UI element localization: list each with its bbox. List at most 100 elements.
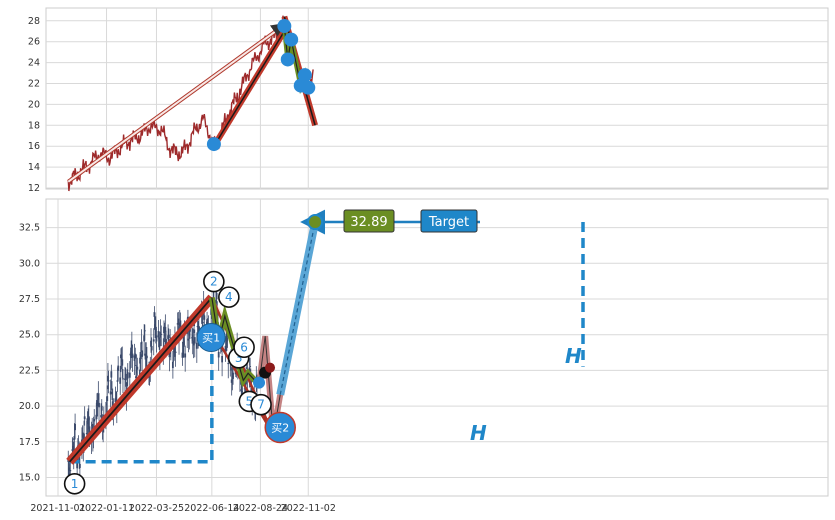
candle-body [243, 388, 246, 390]
overview-marker [301, 80, 316, 95]
candle-body [105, 403, 108, 406]
candle-body [126, 382, 128, 386]
y-tick-label: 20.0 [19, 401, 40, 412]
candle-body [119, 377, 122, 384]
candle-body [139, 354, 142, 360]
candle-body [130, 344, 133, 348]
candle-body [179, 320, 182, 327]
trend-core [213, 30, 285, 147]
y-tick-label: 18 [28, 120, 40, 131]
candle-body [78, 463, 81, 468]
wave-label-circle [218, 286, 240, 308]
candle-body [145, 355, 148, 359]
h-label-upper: H [565, 344, 582, 368]
candle-body [177, 318, 180, 325]
h-label-lower: H [470, 421, 487, 445]
target-path-core [279, 221, 316, 395]
overview-panel: 12 14 16 18 20 22 24 26 28 [28, 7, 829, 194]
x-tick-label: 2022-03-25 [129, 503, 184, 514]
wave-label: 2 [210, 275, 218, 289]
target-point [307, 214, 324, 231]
candle-body [215, 299, 217, 304]
candle-body [128, 372, 131, 378]
candle-body [87, 418, 89, 424]
x-tick-label: 2022-06-14 [184, 503, 239, 514]
candle-body [121, 359, 124, 366]
y-tick-label: 17.5 [19, 437, 40, 448]
main-trend-core [68, 296, 213, 463]
candle-body [160, 333, 163, 335]
candle-body [155, 335, 158, 342]
overview-y-ticks: 12 14 16 18 20 22 24 26 28 [28, 16, 40, 194]
overview-marker [277, 19, 292, 34]
long-trend-line [67, 22, 288, 183]
candle-body [93, 418, 96, 422]
y-tick-label: 27.5 [19, 294, 40, 305]
wave-7-marker [253, 376, 266, 389]
candle-body [227, 362, 230, 365]
candle-body [245, 379, 247, 385]
overview-marker [280, 52, 295, 67]
candle-body [203, 315, 206, 320]
candle-body [130, 351, 133, 358]
y-tick-label: 30.0 [19, 258, 40, 269]
wave-label: 1 [71, 477, 79, 491]
x-tick-label: 2022-01-11 [79, 503, 134, 514]
wave-label: 5 [245, 394, 253, 408]
candle-body [122, 378, 124, 380]
x-tick-label: 2022-08-24 [233, 503, 288, 514]
candle-body [135, 376, 137, 379]
candle-body [134, 353, 137, 359]
candle-body [106, 396, 109, 402]
candle-body [107, 375, 109, 382]
y-tick-label: 25.0 [19, 330, 40, 341]
candle-body [116, 380, 119, 382]
y-tick-label: 12 [28, 183, 40, 194]
candle-body [164, 326, 167, 332]
wave-label-circle [203, 270, 225, 293]
y-tick-label: 26 [28, 37, 40, 48]
candle-body [188, 329, 191, 336]
buy2-label: 买2 [271, 422, 289, 435]
candle-body [195, 342, 198, 349]
candle-body [202, 322, 204, 324]
candle-body [81, 432, 84, 438]
candle-body [73, 436, 76, 440]
candle-body [153, 312, 156, 317]
wave-label-circle [250, 393, 272, 416]
y-tick-label: 15.0 [19, 473, 40, 484]
candle-body [197, 327, 200, 332]
candle-body [110, 371, 113, 378]
y-tick-label: 22 [28, 79, 40, 90]
detail-series: 1 2 3 4 5 6 7 买1 买2 [63, 209, 585, 495]
y-tick-label: 14 [28, 162, 40, 173]
x-tick-label: 2022-11-02 [281, 503, 336, 514]
buy2-marker [264, 411, 296, 444]
candle-body [109, 391, 112, 395]
candle-body [120, 354, 122, 359]
candle-body [184, 353, 187, 358]
candle-body [217, 351, 220, 358]
candle-body [96, 403, 99, 405]
candle-body [136, 366, 139, 370]
candle-body [193, 323, 195, 327]
candle-body [173, 348, 176, 353]
wave-label: 6 [240, 340, 248, 354]
candle-body [140, 341, 143, 345]
candle-body [224, 345, 227, 353]
candle-body [150, 340, 152, 347]
candle-body [143, 335, 146, 342]
candle-body [215, 292, 218, 300]
candle-body [95, 414, 98, 420]
candle-body [165, 338, 167, 345]
candle-body [72, 445, 74, 453]
y-tick-label: 32.5 [19, 223, 40, 234]
detail-panel: 15.0 17.5 20.0 22.5 25.0 27.5 30.0 32.5 2021-11… [19, 198, 829, 514]
overview-marker [297, 68, 312, 83]
candle-body [96, 400, 98, 406]
candle-body [241, 385, 243, 392]
candle-body [74, 423, 76, 431]
target-value-text: 32.89 [350, 215, 387, 230]
